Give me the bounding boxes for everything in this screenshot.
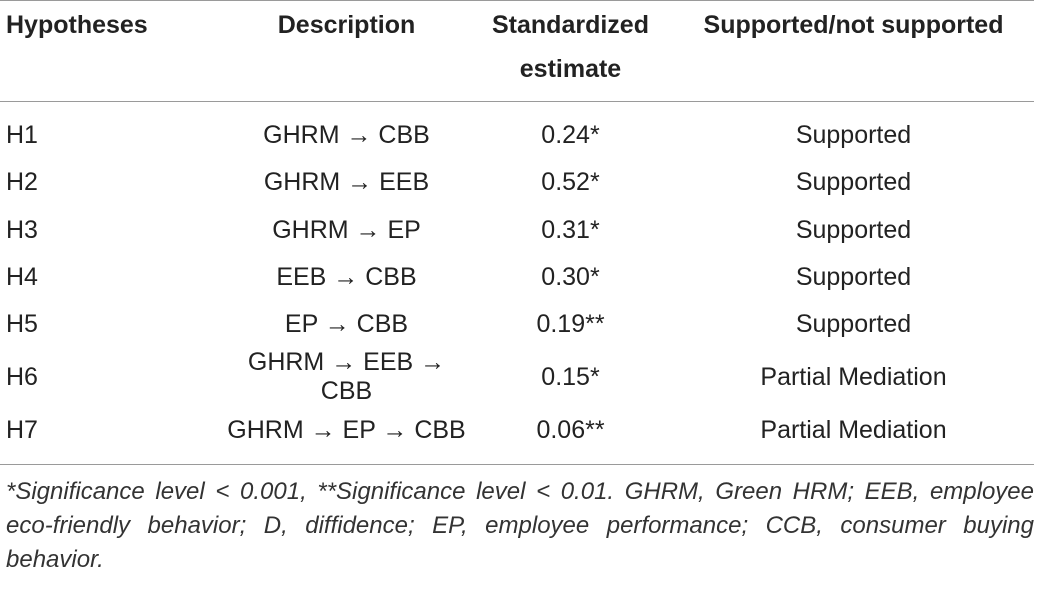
hypotheses-table: Hypotheses Description Standardized esti… — [0, 0, 1034, 464]
hypothesis-cell: H5 — [6, 310, 38, 339]
description-cell: GHRM → EP — [272, 215, 421, 244]
description-cell: GHRM → EEB — [263, 168, 430, 197]
table-row: H1 GHRM → CBB 0.24* Supported — [0, 102, 1034, 160]
header-supported: Supported/not supported — [673, 0, 1034, 102]
table-row: H5 EP → CBB 0.19** Supported — [0, 301, 1034, 348]
table-row: H2 GHRM → EEB 0.52* Supported — [0, 159, 1034, 206]
hypothesis-cell: H2 — [6, 168, 38, 197]
header-hypotheses: Hypotheses — [0, 0, 225, 102]
table-row: H7 GHRM → EP → CBB 0.06** Partial Mediat… — [0, 406, 1034, 463]
estimate-cell: 0.52* — [541, 168, 600, 197]
estimate-cell: 0.06** — [536, 415, 605, 444]
table-body: H1 GHRM → CBB 0.24* Supported H2 GHRM → … — [0, 102, 1034, 464]
support-cell: Partial Mediation — [760, 362, 947, 391]
estimate-cell: 0.19** — [536, 310, 605, 339]
estimate-cell: 0.15* — [541, 362, 600, 391]
support-cell: Supported — [795, 263, 912, 292]
table-header: Hypotheses Description Standardized esti… — [0, 0, 1034, 102]
table-row: H4 EEB → CBB 0.30* Supported — [0, 254, 1034, 301]
description-cell: EP → CBB — [284, 310, 409, 339]
hypothesis-cell: H6 — [6, 362, 38, 391]
support-cell: Supported — [795, 310, 912, 339]
description-cell: GHRM → EP → CBB — [227, 415, 466, 444]
table-footnote: *Significance level < 0.001, **Significa… — [0, 463, 1034, 577]
header-row: Hypotheses Description Standardized esti… — [0, 0, 1034, 102]
support-cell: Supported — [795, 215, 912, 244]
support-cell: Supported — [795, 121, 912, 150]
table-row: H3 GHRM → EP 0.31* Supported — [0, 207, 1034, 254]
header-standardized-estimate: Standardized estimate — [468, 0, 673, 102]
hypothesis-cell: H1 — [6, 121, 38, 150]
hypothesis-cell: H3 — [6, 215, 38, 244]
header-description: Description — [225, 0, 468, 102]
results-table-container: Hypotheses Description Standardized esti… — [0, 0, 1034, 577]
support-cell: Partial Mediation — [760, 415, 947, 444]
description-cell: EEB → CBB — [276, 263, 417, 292]
table-row: H6 GHRM → EEB → CBB 0.15* Partial Mediat… — [0, 348, 1034, 406]
description-cell: GHRM → CBB — [263, 121, 430, 150]
estimate-cell: 0.30* — [541, 263, 600, 292]
hypothesis-cell: H4 — [6, 263, 38, 292]
support-cell: Supported — [795, 168, 912, 197]
estimate-cell: 0.24* — [541, 121, 600, 150]
description-cell: GHRM → EEB → CBB — [247, 348, 446, 406]
estimate-cell: 0.31* — [541, 215, 600, 244]
hypothesis-cell: H7 — [6, 415, 38, 444]
